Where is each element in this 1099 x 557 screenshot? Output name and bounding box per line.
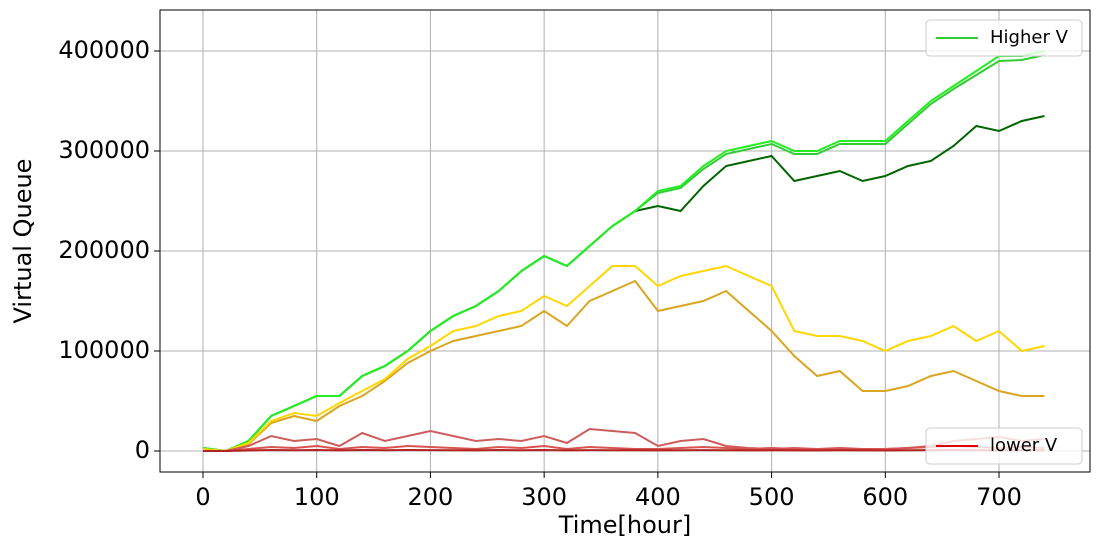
x-tick-label: 400: [635, 483, 681, 511]
y-tick-label: 300000: [58, 136, 150, 164]
y-tick-label: 100000: [58, 336, 150, 364]
y-axis-label: Virtual Queue: [9, 159, 37, 324]
series-line: [203, 448, 1045, 452]
x-tick-label: 0: [195, 483, 210, 511]
legend: lower V: [925, 427, 1083, 465]
x-tick-label: 200: [408, 483, 454, 511]
series-line: [202, 264, 1045, 453]
legend-box: [925, 19, 1083, 57]
legend-box: [925, 427, 1083, 465]
plot-frame: [159, 9, 1091, 473]
x-tick-label: 700: [976, 483, 1022, 511]
y-tick-label: 200000: [58, 236, 150, 264]
series-line: [202, 279, 1045, 453]
series-line: [202, 54, 1045, 453]
legend-label: lower V: [990, 435, 1058, 456]
x-axis-label: Time[hour]: [558, 511, 691, 539]
series-line: [202, 50, 1045, 453]
x-tick-label: 100: [294, 483, 340, 511]
legend-label: Higher V: [990, 27, 1069, 48]
x-tick-label: 300: [521, 483, 567, 511]
x-tick-label: 600: [862, 483, 908, 511]
x-tick-label: 500: [749, 483, 795, 511]
y-tick-label: 0: [135, 436, 150, 464]
series-line: [203, 444, 1045, 452]
y-tick-label: 400000: [58, 36, 150, 64]
legend: Higher V: [925, 19, 1083, 57]
series-line: [202, 115, 1045, 453]
